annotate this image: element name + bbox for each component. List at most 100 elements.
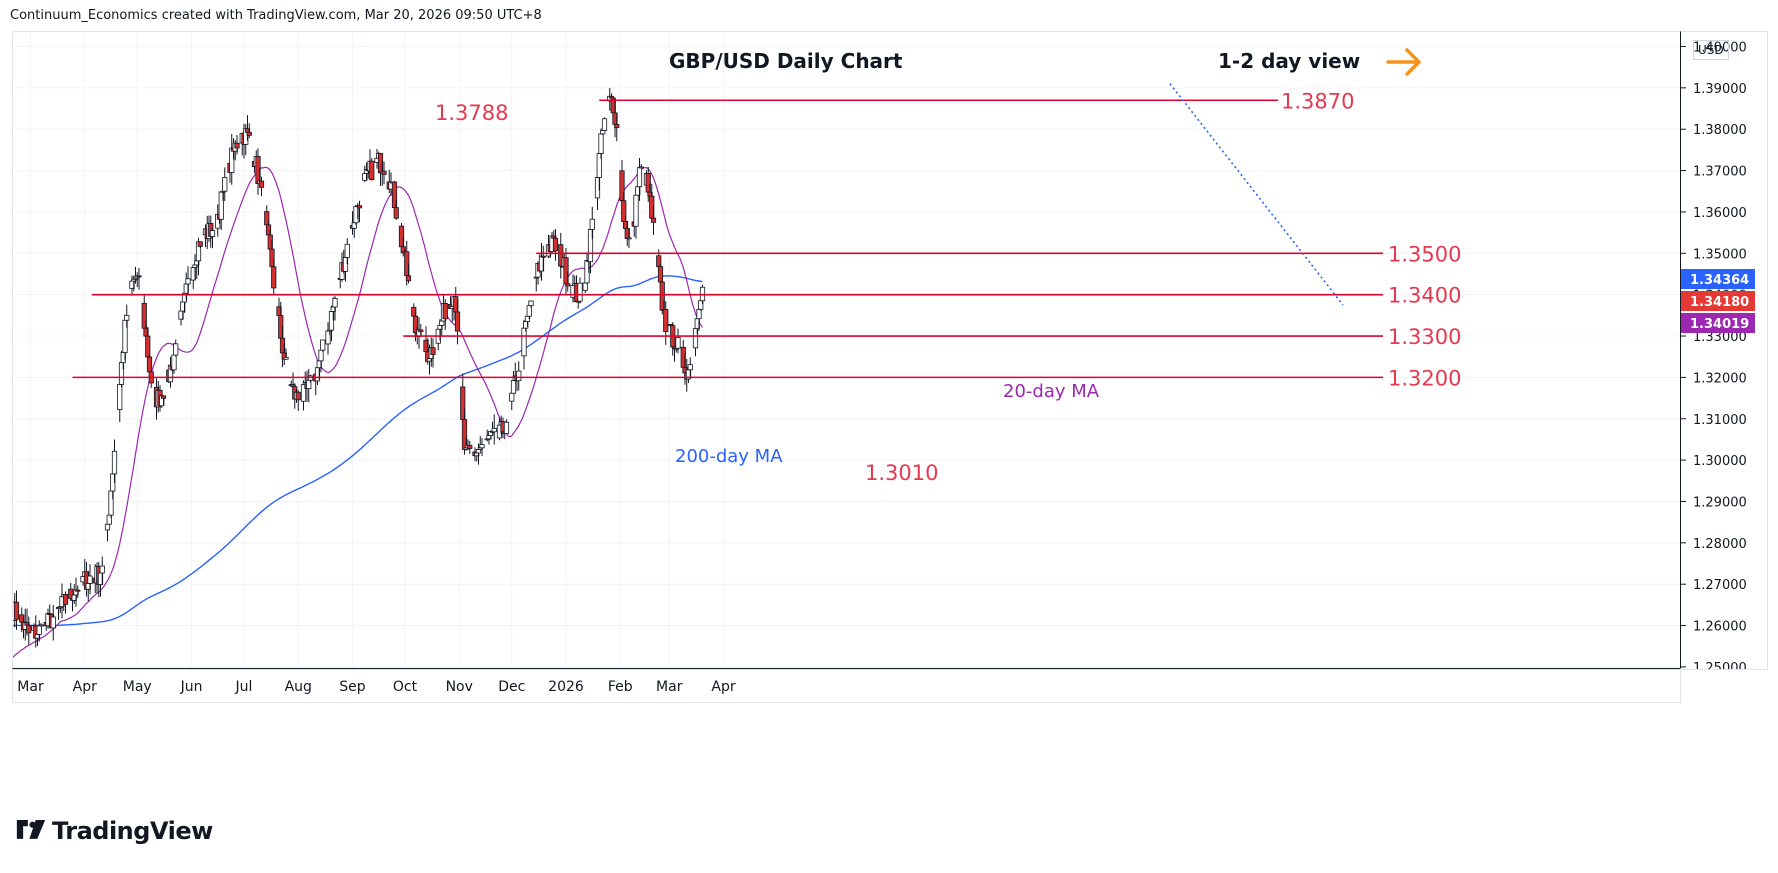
price-badge-label: 1.34180 [1690,295,1749,310]
x-tick-label: Dec [498,679,525,695]
candle-up [509,392,515,402]
candle-down [136,275,142,278]
candle-up [171,354,177,371]
candle-down [663,309,669,332]
level-label-1.3300: 1.3300 [1388,325,1461,349]
candle-up [601,118,608,131]
candle-down [75,589,81,592]
x-tick-label: Nov [446,679,473,695]
candle-up [626,237,632,240]
candle-down [657,266,664,283]
candle-down [246,131,252,136]
candle-down [295,391,301,401]
price-axis[interactable]: 1.25000 1.26000 1.27000 1.28000 1.29000 1.300… [1680,31,1768,670]
candle-down [405,275,412,282]
plot-area[interactable]: 1.3870 1.3500 1.3400 1.3300 1.3200 1.3788 1.30… [12,31,1681,670]
candle-up [589,218,595,230]
y-tick-label: 1.36000 [1693,206,1747,221]
candle-down [13,601,20,620]
candle-up [222,177,228,192]
candle-up [633,194,639,227]
annotation-ma20: 20-day MA [1003,381,1100,402]
x-tick-label: Apr [73,679,97,695]
chart-title: GBP/USD Daily Chart [669,49,903,73]
tradingview-mark-icon [16,820,46,839]
y-tick-label: 1.37000 [1693,165,1747,180]
candle-up [521,327,527,357]
x-tick-label: May [123,679,152,695]
candle-up [510,380,517,394]
y-tick-label: 1.38000 [1693,123,1747,138]
candle-down [62,594,69,605]
x-tick-label: Aug [285,679,312,695]
candle-up [491,427,497,433]
candle-up [104,523,111,531]
y-tick-label: 1.32000 [1693,371,1747,386]
candle-up [638,166,644,169]
currency-label: USD [1693,40,1729,60]
candle-down [430,347,436,355]
level-label-1.3400: 1.3400 [1388,284,1461,308]
x-tick-label: Jun [180,679,203,695]
candle-up [344,243,350,258]
candle-up [687,364,693,371]
x-tick-label: Sep [339,679,366,695]
annotation-low: 1.3010 [865,461,938,485]
x-tick-label: Apr [711,679,735,695]
candle-down [356,205,363,209]
candle-up [283,357,289,360]
y-tick-label: 1.33000 [1693,330,1747,345]
time-axis[interactable]: Mar Apr May Jun Jul Aug Sep Oct Nov Dec 2026 Feb Mar… [12,668,1681,703]
candle-up [38,624,44,627]
x-tick-label: Feb [608,679,633,695]
annotation-high: 1.3788 [435,101,508,125]
chart-subtitle: 1-2 day view [1218,49,1360,73]
candle-up [111,450,118,475]
candle-up [598,133,604,154]
candle-down [381,170,387,175]
candle-up [636,167,643,188]
candle-down [540,255,546,258]
candle-down [258,180,265,188]
candle-up [516,370,522,382]
candle-up [528,300,534,307]
price-badge [1681,313,1755,333]
candle-down [145,335,151,358]
level-label-1.3870: 1.3870 [1281,89,1354,113]
arrow-head [1405,48,1421,76]
arrow-right-icon [1386,48,1421,76]
x-tick-label: Jul [235,679,253,695]
candle-down [146,356,153,373]
candle-up [117,383,123,411]
trendline-dotted [1169,83,1344,306]
y-tick-label: 1.30000 [1693,454,1747,469]
y-tick-label: 1.40000 [1693,40,1747,55]
tradingview-logo[interactable]: TradingView [16,817,213,845]
candle-up [675,337,681,349]
y-tick-label: 1.31000 [1693,413,1747,428]
candle-up [332,297,338,308]
candle-up [124,315,130,321]
candle-up [600,130,606,135]
price-badge-label: 1.34364 [1690,273,1749,288]
candle-down [418,329,424,333]
candle-down [271,266,277,289]
candle-down [197,241,203,247]
candle-down [454,311,461,332]
y-tick-label: 1.28000 [1693,537,1747,552]
candle-up [503,421,510,434]
candle-down [552,237,559,252]
candle-up [320,339,326,351]
candle-up [209,230,216,237]
candle-down [26,624,32,634]
candle-up [50,616,56,629]
candle-down [565,283,571,287]
candle-up [577,282,583,302]
candle-down [393,207,399,219]
tradingview-wordmark: TradingView [52,817,213,845]
x-tick-label: 2026 [548,679,584,695]
level-label-1.3200: 1.3200 [1388,366,1461,390]
chart-credit: Continuum_Economics created with Trading… [10,8,542,23]
candle-up [36,625,42,635]
y-tick-label: 1.27000 [1693,578,1747,593]
